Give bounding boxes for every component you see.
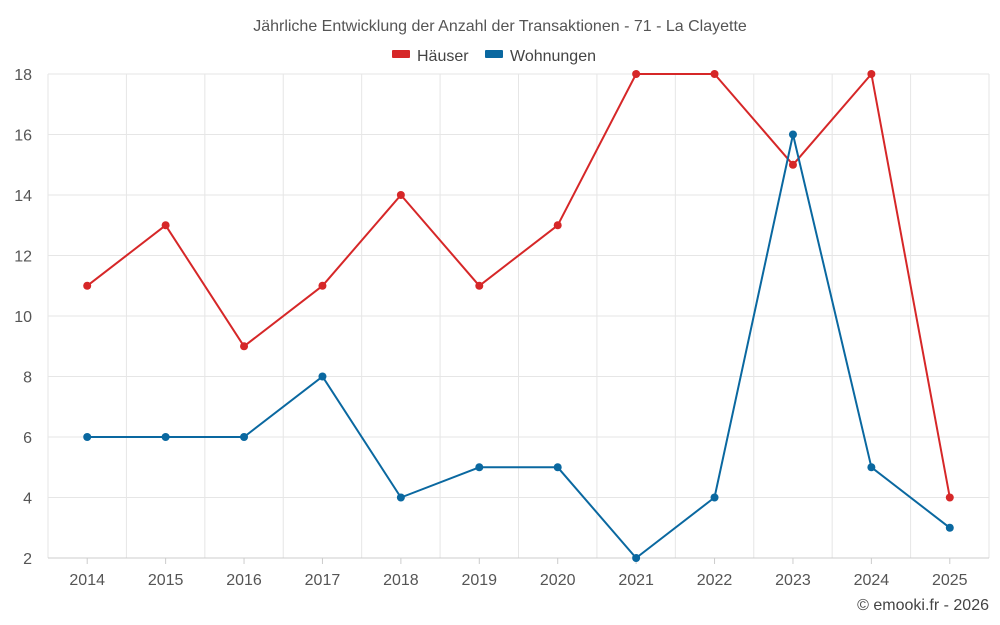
x-tick-label: 2016 (226, 572, 262, 589)
y-tick-label: 6 (23, 430, 32, 447)
data-point-wohnungen[interactable] (83, 433, 92, 441)
grid (47, 73, 990, 559)
y-axis: 2 4 6 8 10 12 14 16 18 (14, 67, 32, 568)
data-point-wohnungen[interactable] (710, 493, 719, 502)
data-point-haeuser[interactable] (632, 70, 641, 78)
data-point-wohnungen[interactable] (240, 433, 249, 441)
data-point-wohnungen[interactable] (553, 463, 562, 472)
data-point-haeuser[interactable] (318, 281, 327, 290)
data-point-haeuser[interactable] (788, 160, 797, 169)
legend-swatch-wohnungen (485, 50, 503, 58)
x-tick-label: 2019 (461, 572, 497, 589)
series-line-haeuser (86, 73, 951, 498)
data-point-haeuser[interactable] (83, 281, 92, 290)
y-tick-label: 10 (14, 309, 32, 326)
data-point-wohnungen[interactable] (396, 493, 405, 502)
series (83, 70, 954, 562)
y-tick-label: 8 (23, 370, 32, 387)
x-tick-label: 2025 (932, 572, 968, 589)
x-tick-label: 2018 (383, 572, 419, 589)
x-tick-label: 2015 (148, 572, 184, 589)
x-tick-label: 2024 (854, 572, 890, 589)
data-point-wohnungen[interactable] (867, 463, 876, 472)
data-point-wohnungen[interactable] (475, 463, 484, 472)
y-tick-label: 12 (14, 249, 32, 266)
x-tick-label: 2022 (697, 572, 733, 589)
series-haeuser (83, 70, 954, 502)
series-wohnungen (83, 130, 954, 562)
x-axis: 2014 2015 2016 2017 2018 2019 2020 2021 2022 2023… (48, 557, 989, 589)
data-point-haeuser[interactable] (710, 70, 719, 78)
data-point-wohnungen[interactable] (161, 433, 170, 441)
legend: Häuser Wohnungen (392, 48, 596, 65)
legend-swatch-haeuser (392, 50, 410, 58)
data-point-wohnungen[interactable] (318, 372, 327, 381)
x-tick-label: 2020 (540, 572, 576, 589)
y-tick-label: 18 (14, 67, 32, 84)
legend-item-haeuser[interactable]: Häuser (392, 48, 469, 65)
x-tick-label: 2014 (69, 572, 105, 589)
credit-text: © emooki.fr - 2026 (857, 597, 989, 614)
data-point-haeuser[interactable] (945, 493, 954, 502)
series-line-wohnungen (87, 133, 951, 559)
x-tick-label: 2017 (305, 572, 341, 589)
legend-item-wohnungen[interactable]: Wohnungen (485, 48, 596, 65)
data-point-haeuser[interactable] (161, 221, 170, 230)
data-point-haeuser[interactable] (475, 281, 484, 290)
y-tick-label: 16 (14, 128, 32, 145)
chart-title: Jährliche Entwicklung der Anzahl der Tra… (253, 18, 747, 35)
data-point-haeuser[interactable] (553, 221, 562, 230)
data-point-haeuser[interactable] (867, 70, 876, 78)
data-point-wohnungen[interactable] (632, 554, 641, 562)
legend-label-wohnungen: Wohnungen (510, 48, 596, 65)
y-tick-label: 14 (14, 188, 32, 205)
x-tick-label: 2021 (618, 572, 654, 589)
data-point-haeuser[interactable] (396, 191, 405, 199)
y-tick-label: 4 (23, 491, 32, 508)
y-tick-label: 2 (23, 551, 32, 568)
x-tick-label: 2023 (775, 572, 811, 589)
data-point-wohnungen[interactable] (788, 130, 797, 139)
legend-label-haeuser: Häuser (417, 48, 469, 65)
data-point-haeuser[interactable] (240, 342, 249, 351)
data-point-wohnungen[interactable] (945, 523, 954, 532)
